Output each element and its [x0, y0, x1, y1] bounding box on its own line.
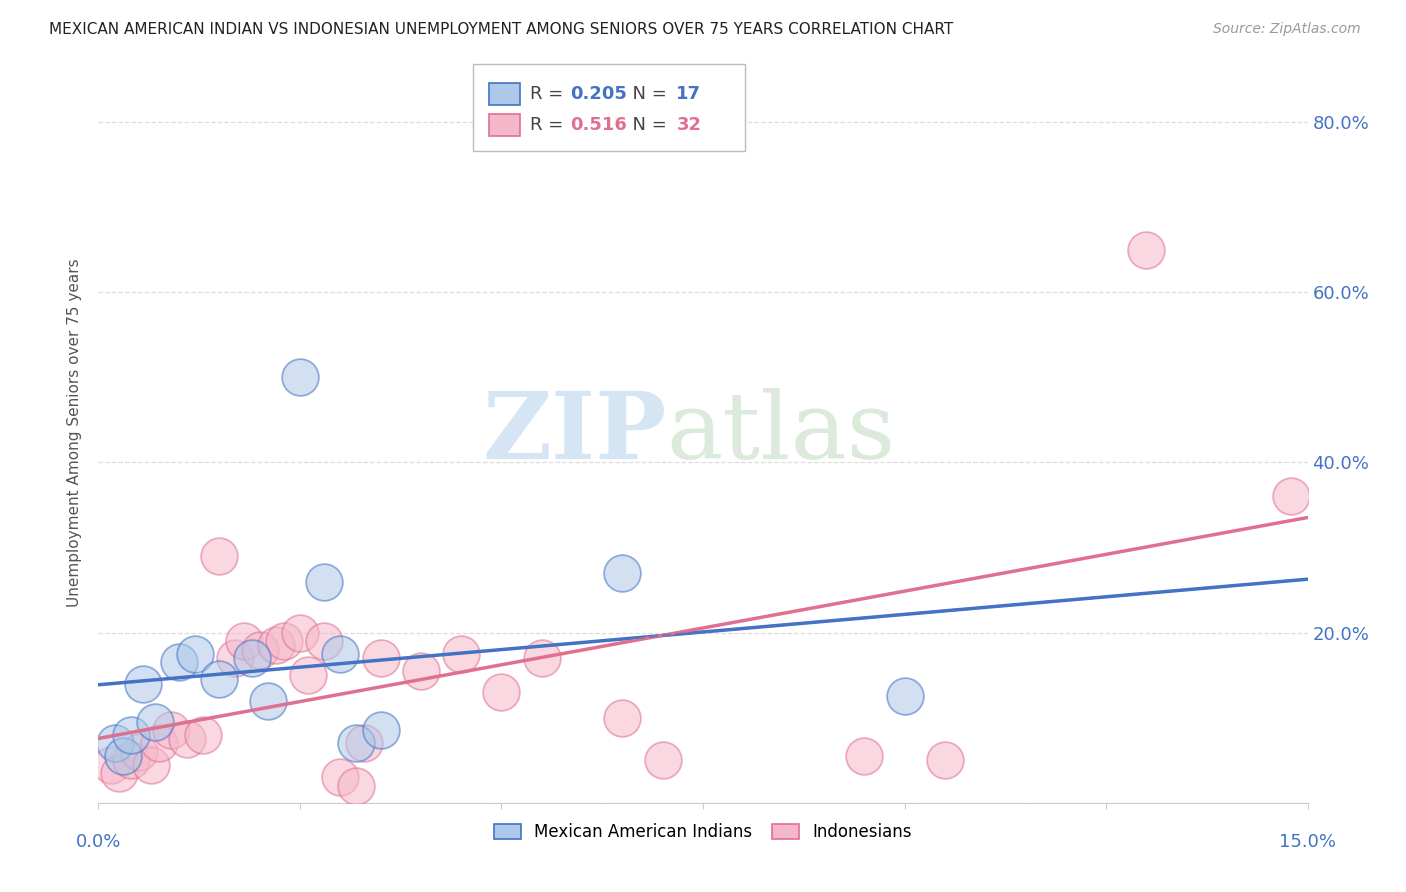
Point [314, 634, 336, 648]
Text: atlas: atlas [666, 388, 896, 477]
FancyBboxPatch shape [489, 114, 520, 136]
Point [224, 651, 246, 665]
Point [208, 673, 231, 687]
Point [107, 766, 129, 780]
Point [120, 753, 142, 767]
Point [139, 757, 162, 772]
Point [111, 749, 134, 764]
Text: 32: 32 [676, 116, 702, 135]
Point [193, 728, 215, 742]
Point [143, 714, 166, 729]
Point [176, 731, 198, 746]
Point [100, 757, 122, 772]
Point [651, 753, 673, 767]
Text: 0.205: 0.205 [569, 86, 627, 103]
Point [612, 566, 634, 580]
Point [329, 647, 352, 661]
Point [288, 370, 311, 384]
Point [103, 736, 125, 750]
Point [148, 736, 170, 750]
Point [297, 668, 319, 682]
Text: 0.0%: 0.0% [76, 832, 121, 851]
Point [450, 647, 472, 661]
Text: 0.516: 0.516 [569, 116, 627, 135]
Text: N =: N = [621, 116, 672, 135]
Point [353, 736, 375, 750]
Point [370, 723, 392, 738]
Point [409, 664, 432, 678]
Text: 15.0%: 15.0% [1279, 832, 1336, 851]
Point [120, 728, 142, 742]
Text: MEXICAN AMERICAN INDIAN VS INDONESIAN UNEMPLOYMENT AMONG SENIORS OVER 75 YEARS C: MEXICAN AMERICAN INDIAN VS INDONESIAN UN… [49, 22, 953, 37]
FancyBboxPatch shape [474, 64, 745, 152]
Text: Source: ZipAtlas.com: Source: ZipAtlas.com [1213, 22, 1361, 37]
Point [1135, 243, 1157, 257]
Point [264, 639, 287, 653]
Point [288, 625, 311, 640]
Point [273, 634, 295, 648]
FancyBboxPatch shape [489, 83, 520, 105]
Point [249, 642, 271, 657]
Point [344, 736, 367, 750]
Point [612, 711, 634, 725]
Point [1281, 490, 1303, 504]
Text: N =: N = [621, 86, 672, 103]
Text: R =: R = [530, 116, 569, 135]
Point [128, 745, 150, 759]
Point [853, 749, 876, 764]
Point [530, 651, 553, 665]
Point [167, 656, 190, 670]
Point [314, 574, 336, 589]
Point [160, 723, 183, 738]
Point [344, 779, 367, 793]
Point [232, 634, 254, 648]
Point [934, 753, 956, 767]
Point [184, 647, 207, 661]
Point [208, 549, 231, 563]
Point [329, 770, 352, 784]
Text: 17: 17 [676, 86, 702, 103]
Text: R =: R = [530, 86, 569, 103]
Point [893, 690, 915, 704]
Point [370, 651, 392, 665]
Point [491, 685, 513, 699]
Y-axis label: Unemployment Among Seniors over 75 years: Unemployment Among Seniors over 75 years [67, 259, 83, 607]
Point [256, 694, 278, 708]
Text: ZIP: ZIP [482, 388, 666, 477]
Legend: Mexican American Indians, Indonesians: Mexican American Indians, Indonesians [488, 816, 918, 847]
Point [240, 651, 263, 665]
Point [132, 676, 155, 690]
